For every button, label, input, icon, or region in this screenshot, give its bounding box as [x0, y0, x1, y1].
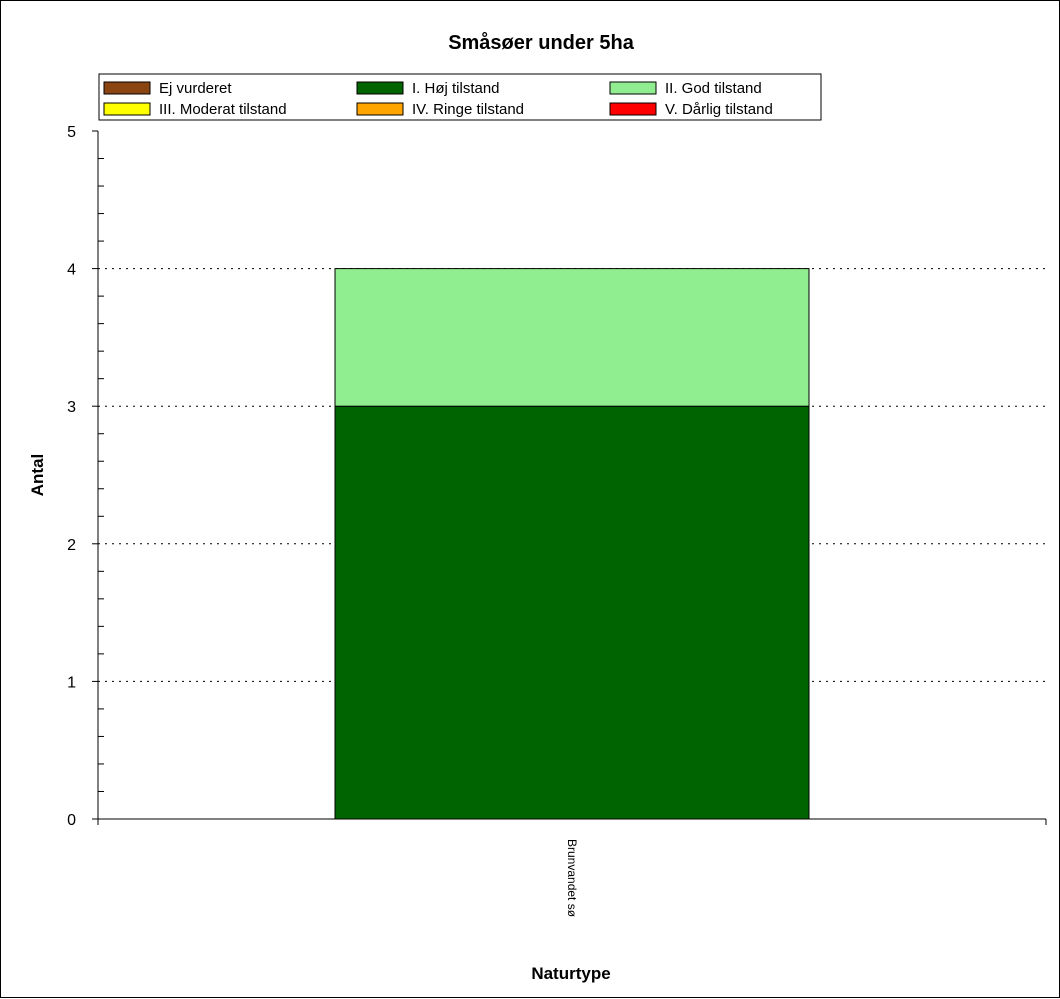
legend-swatch [103, 102, 151, 116]
legend-swatch [609, 102, 657, 116]
y-tick-label: 4 [67, 262, 76, 279]
y-tick-label: 2 [67, 537, 76, 554]
legend-swatch [609, 81, 657, 95]
legend-swatch [356, 102, 404, 116]
y-tick-labels: 0 1 2 3 4 5 [67, 124, 76, 829]
legend-label: III. Moderat tilstand [159, 101, 287, 118]
y-tick-label: 3 [67, 399, 76, 416]
legend-label: IV. Ringe tilstand [412, 101, 524, 118]
bar-segment [334, 268, 810, 407]
y-tick-label: 0 [67, 812, 76, 829]
legend-swatch [356, 81, 404, 95]
legend-swatch [103, 81, 151, 95]
legend-label: Ej vurderet [159, 80, 232, 97]
x-axis-label: Naturtype [531, 964, 610, 983]
x-category-label: Brunvandet sø [565, 839, 579, 918]
chart-title: Småsøer under 5ha [448, 31, 635, 54]
legend: Ej vurderet I. Høj tilstand II. God tilsta… [98, 73, 822, 121]
x-category-labels: Brunvandet sø [565, 839, 579, 918]
legend-label: V. Dårlig tilstand [665, 101, 773, 118]
y-axis-label: Antal [28, 454, 47, 497]
legend-label: I. Høj tilstand [412, 80, 500, 97]
y-tick-label: 5 [67, 124, 76, 141]
legend-box [98, 73, 822, 121]
bars [334, 268, 810, 820]
bar-segment [334, 405, 810, 820]
y-tick-label: 1 [67, 674, 76, 691]
legend-label: II. God tilstand [665, 80, 762, 97]
axes [92, 130, 1047, 825]
